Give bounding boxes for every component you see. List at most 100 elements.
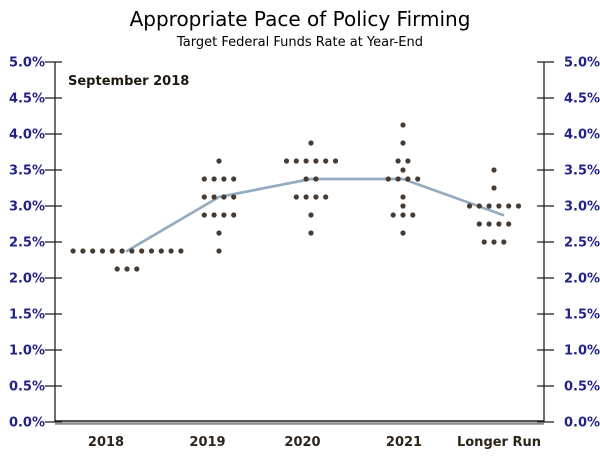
fed-dot (99, 248, 106, 254)
fed-dot (231, 194, 237, 200)
fed-dot (415, 176, 421, 182)
fed-dot (293, 194, 299, 200)
fed-dot (496, 203, 502, 209)
fed-dot (80, 248, 86, 254)
fed-dot (168, 248, 174, 254)
fed-dot (216, 230, 222, 236)
fed-dot (70, 248, 76, 254)
fed-dot (211, 176, 217, 182)
fed-dot (308, 140, 314, 146)
fed-dot (313, 194, 319, 200)
x-axis-label: 2018 (88, 435, 124, 450)
x-axis-label: Longer Run (457, 435, 541, 450)
fed-dot (496, 221, 502, 227)
fed-dot (400, 194, 406, 200)
y-tick-label-right: 0.5% (564, 380, 600, 395)
fed-dot (491, 239, 497, 245)
fed-dot (211, 212, 217, 218)
fed-dot (506, 221, 512, 227)
fed-dot (303, 194, 309, 200)
fed-dot (211, 194, 217, 200)
y-tick-label-right: 5.0% (564, 56, 600, 71)
fed-dot (201, 212, 207, 218)
fed-dot (395, 158, 401, 164)
fed-dot (231, 176, 237, 182)
fed-dot (201, 194, 207, 200)
fed-dot (201, 176, 207, 182)
fed-dot (303, 158, 309, 164)
y-tick-label-right: 2.5% (564, 236, 600, 251)
chart-subtitle: Target Federal Funds Rate at Year-End (176, 35, 424, 50)
fed-dot (293, 158, 299, 164)
fed-dot (466, 203, 473, 209)
fed-dot (313, 176, 319, 182)
fed-dot (119, 248, 125, 254)
fed-dot (506, 203, 512, 209)
fed-dot (323, 158, 329, 164)
chart-title: Appropriate Pace of Policy Firming (129, 7, 471, 31)
y-tick-label-left: 4.5% (9, 92, 45, 107)
fed-dot (405, 176, 411, 182)
fed-dot (216, 158, 222, 164)
fed-dot (400, 212, 406, 218)
y-tick-label-right: 1.5% (564, 308, 600, 323)
y-tick-label-right: 3.0% (564, 200, 600, 215)
fed-dot (400, 122, 406, 128)
y-tick-label-left: 1.5% (9, 308, 45, 323)
fed-dot (400, 203, 406, 209)
x-axis-label: 2020 (284, 435, 320, 450)
y-tick-label-left: 2.5% (9, 236, 45, 251)
fed-dot (109, 248, 115, 254)
fed-dot (501, 239, 507, 245)
y-tick-label-right: 2.0% (564, 272, 600, 287)
x-axis-label: 2019 (189, 435, 225, 450)
fed-dot (332, 158, 339, 164)
fed-dot (405, 158, 411, 164)
y-tick-label-left: 1.0% (9, 344, 45, 359)
fed-dot (476, 221, 482, 227)
fed-dot (231, 212, 237, 218)
fed-dot (178, 248, 184, 254)
fed-dot (216, 248, 222, 254)
y-tick-label-right: 1.0% (564, 344, 600, 359)
fed-dot (395, 176, 401, 182)
fed-dot (515, 203, 522, 209)
fed-dot (400, 167, 406, 173)
fed-dot (90, 248, 96, 254)
fed-dot (221, 194, 227, 200)
fed-dot (303, 176, 309, 182)
y-tick-label-left: 0.0% (9, 416, 45, 431)
fed-dot (129, 248, 135, 254)
fed-dot (221, 212, 227, 218)
y-tick-label-left: 4.0% (9, 128, 45, 143)
fed-dot (134, 266, 140, 272)
fed-dot (308, 212, 314, 218)
y-tick-label-right: 3.5% (564, 164, 600, 179)
annotation-label: September 2018 (68, 74, 190, 89)
fed-dot (481, 239, 487, 245)
fed-dot (114, 266, 120, 272)
y-tick-label-left: 5.0% (9, 56, 45, 71)
fed-dot (221, 176, 227, 182)
fed-dot (486, 203, 492, 209)
median-line (125, 177, 505, 253)
fed-dot (313, 158, 319, 164)
fed-dot (283, 158, 290, 164)
y-tick-label-left: 0.5% (9, 380, 45, 395)
fed-dot (390, 212, 396, 218)
fed-dot (124, 266, 130, 272)
fed-dot (491, 167, 497, 173)
fed-dot (308, 230, 314, 236)
fed-dot (323, 194, 329, 200)
y-tick-label-right: 0.0% (564, 416, 600, 431)
y-tick-label-right: 4.0% (564, 128, 600, 143)
y-tick-label-left: 3.0% (9, 200, 45, 215)
y-tick-label-right: 4.5% (564, 92, 600, 107)
fed-dot (491, 185, 497, 191)
fed-dot (476, 203, 482, 209)
fed-dot (410, 212, 416, 218)
fed-dot (486, 221, 492, 227)
fed-dot (139, 248, 145, 254)
